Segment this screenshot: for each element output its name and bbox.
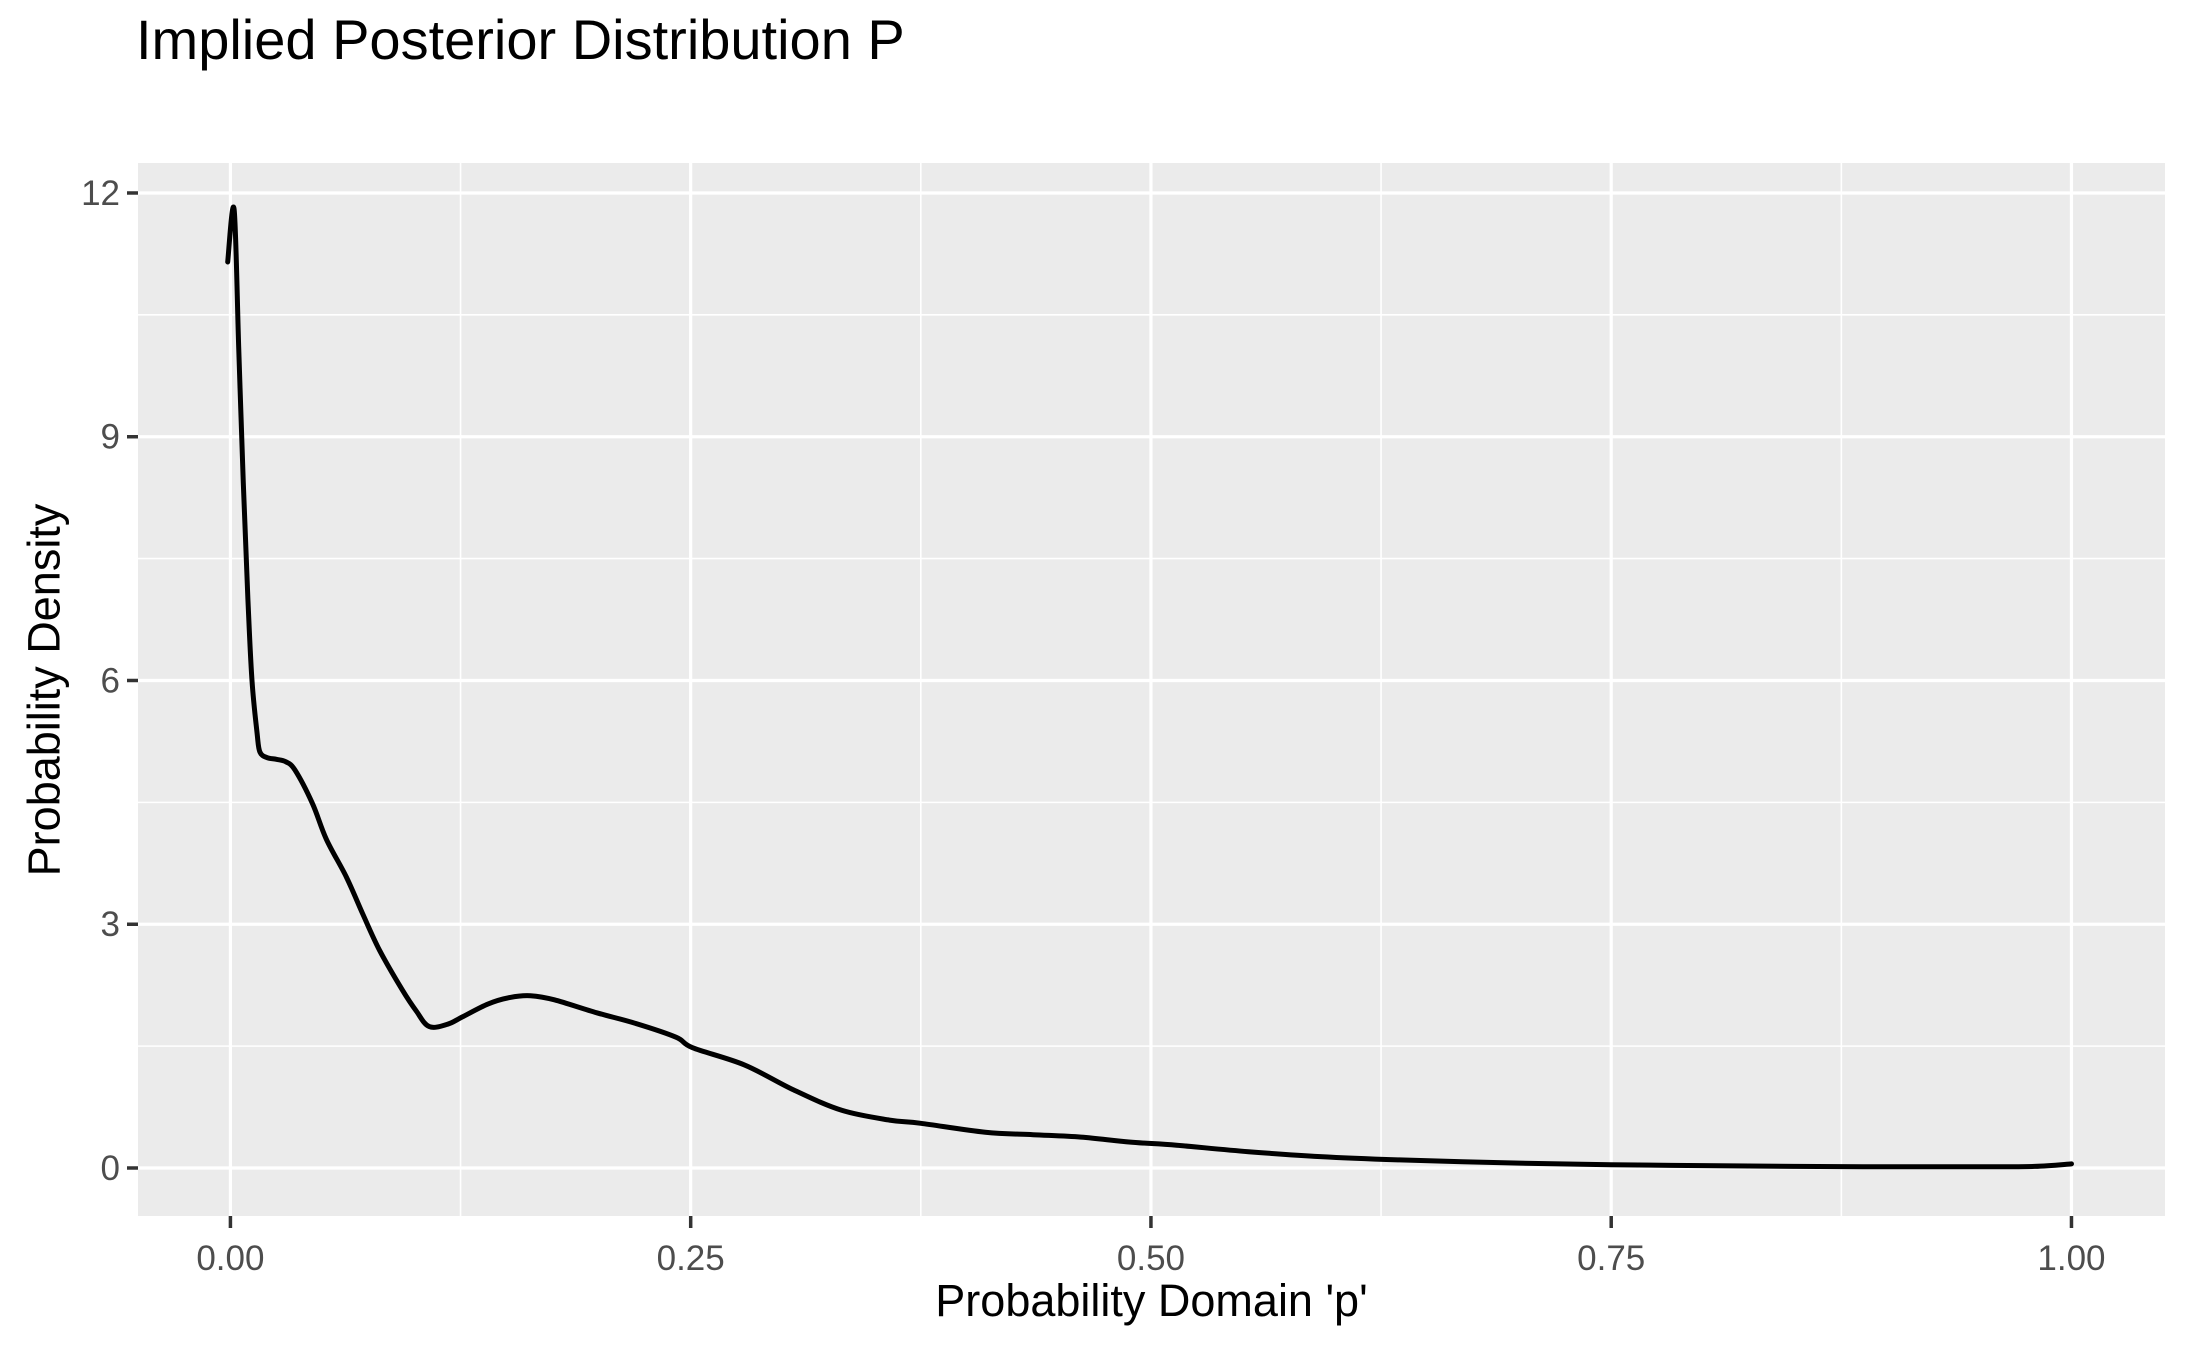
chart-title: Implied Posterior Distribution P (136, 8, 905, 71)
y-tick-label: 6 (101, 661, 120, 700)
y-tick-label: 3 (101, 905, 120, 944)
x-tick-label: 1.00 (2037, 1239, 2105, 1278)
density-curve (225, 204, 2074, 1170)
x-tick-label: 0.75 (1577, 1239, 1645, 1278)
x-tick-label: 0.25 (657, 1239, 725, 1278)
x-tick-label: 0.00 (196, 1239, 264, 1278)
y-tick-label: 9 (101, 418, 120, 457)
y-tick-label: 0 (101, 1149, 120, 1188)
x-axis-title: Probability Domain 'p' (935, 1275, 1368, 1326)
x-tick-label: 0.50 (1117, 1239, 1185, 1278)
y-tick-label: 12 (81, 174, 120, 213)
